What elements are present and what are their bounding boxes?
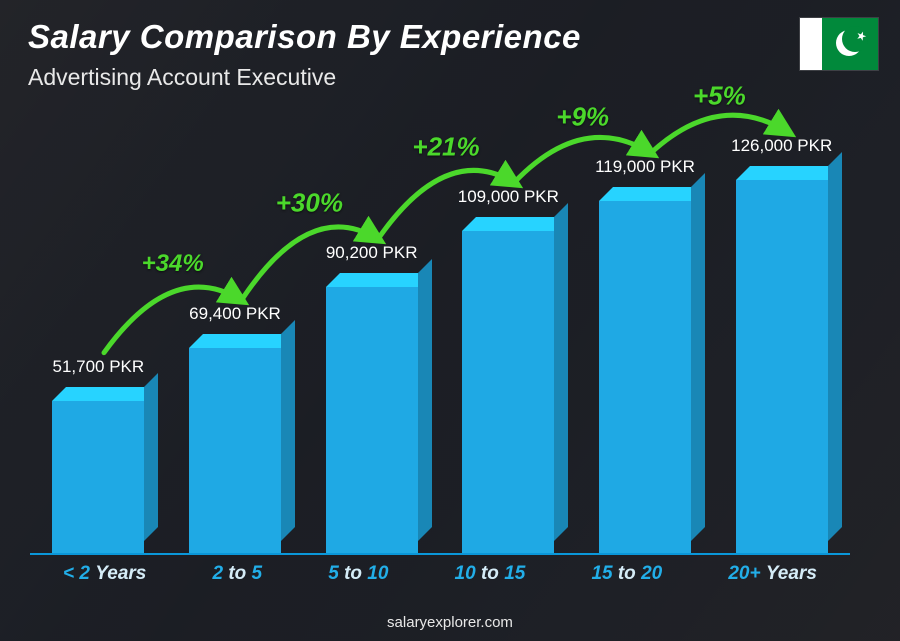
x-axis-label: < 2 Years (63, 563, 146, 585)
bar-side (418, 259, 432, 541)
x-axis-label: 15 to 20 (591, 563, 662, 585)
bar-column: 126,000 PKR (713, 180, 850, 555)
bar-chart: +34%+30%+21%+9%+5% 51,700 PKR69,400 PKR9… (30, 120, 850, 593)
bar-front (599, 201, 691, 555)
bar-top (52, 387, 158, 401)
footer-attribution: salaryexplorer.com (0, 614, 900, 631)
bar: 51,700 PKR (52, 401, 144, 555)
bar-column: 119,000 PKR (577, 201, 714, 555)
country-flag: ★ (800, 18, 878, 70)
bar-front (462, 231, 554, 555)
bar-side (828, 152, 842, 541)
bar-value-label: 109,000 PKR (458, 187, 559, 207)
x-axis-label: 10 to 15 (455, 563, 526, 585)
bar: 126,000 PKR (736, 180, 828, 555)
bar-top (599, 187, 705, 201)
bar-front (52, 401, 144, 555)
bar-front (736, 180, 828, 555)
bar-top (326, 273, 432, 287)
x-axis-label: 5 to 10 (328, 563, 388, 585)
bar-front (326, 287, 418, 555)
bar-column: 90,200 PKR (303, 287, 440, 555)
bar: 109,000 PKR (462, 231, 554, 555)
x-axis-label: 2 to 5 (212, 563, 262, 585)
x-axis-labels: < 2 Years 2 to 5 5 to 10 10 to 15 15 to 20 20… (30, 555, 850, 593)
bar-column: 109,000 PKR (440, 231, 577, 555)
x-axis-label: 20+ Years (728, 563, 817, 585)
bar-side (691, 173, 705, 541)
bar-value-label: 126,000 PKR (731, 136, 832, 156)
bar-top (462, 217, 568, 231)
bar-value-label: 51,700 PKR (52, 357, 144, 377)
page-subtitle: Advertising Account Executive (28, 64, 336, 91)
bars-container: 51,700 PKR 69,400 PKR 90,200 PKR 109,000 PK… (30, 120, 850, 555)
bar-column: 69,400 PKR (167, 348, 304, 555)
flag-field: ★ (822, 18, 878, 70)
bar: 119,000 PKR (599, 201, 691, 555)
bar-side (144, 373, 158, 541)
growth-arc-label: +5% (693, 81, 746, 112)
bar-value-label: 90,200 PKR (326, 243, 418, 263)
bar-side (281, 320, 295, 541)
bar-side (554, 203, 568, 541)
bar-top (736, 166, 842, 180)
bar-value-label: 69,400 PKR (189, 304, 281, 324)
bar: 90,200 PKR (326, 287, 418, 555)
flag-stripe (800, 18, 822, 70)
bar-top (189, 334, 295, 348)
page-title: Salary Comparison By Experience (28, 18, 581, 56)
bar-front (189, 348, 281, 555)
bar: 69,400 PKR (189, 348, 281, 555)
bar-value-label: 119,000 PKR (595, 157, 695, 177)
bar-column: 51,700 PKR (30, 401, 167, 555)
infographic-stage: Salary Comparison By Experience Advertis… (0, 0, 900, 641)
